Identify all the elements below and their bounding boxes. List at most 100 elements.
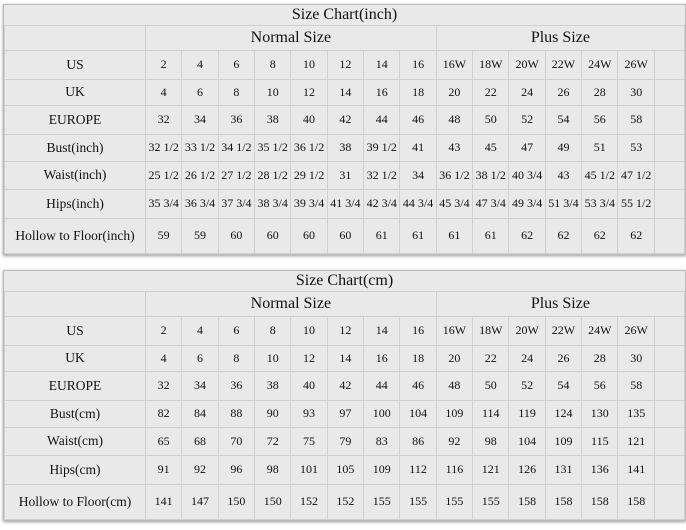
size-cell: 45: [472, 133, 510, 162]
size-cell: 12: [326, 315, 365, 346]
size-cell: 155: [399, 483, 437, 520]
size-cell: 109: [435, 399, 474, 428]
size-cell: 26W: [617, 49, 655, 80]
size-cell: 158: [508, 483, 546, 520]
size-cell: 6: [181, 78, 219, 106]
size-cell: 61: [472, 217, 510, 254]
size-cell: 155: [435, 483, 474, 520]
size-cell: 8: [217, 78, 256, 106]
size-cell: 24: [508, 344, 546, 372]
size-cell: 155: [363, 483, 401, 520]
size-cell: 44 3/4: [399, 188, 437, 219]
size-cell: 46: [399, 370, 437, 401]
size-cell: 150: [217, 483, 256, 520]
size-cell: 10: [290, 49, 328, 80]
size-cell: 50: [472, 104, 510, 135]
table-row: Waist(inch) 25 1/2 26 1/2 27 1/2 28 1/2 29 1/…: [4, 160, 686, 190]
size-cell: 52: [508, 370, 546, 401]
size-cell: 30: [617, 344, 655, 372]
blank-cell: [4, 24, 146, 51]
row-label: US: [4, 315, 146, 346]
row-label: Hips(cm): [4, 454, 146, 485]
size-cell: 29 1/2: [290, 160, 328, 190]
size-cell: 62: [544, 217, 583, 254]
size-cell: 41 3/4: [326, 188, 365, 219]
size-cell: 35 3/4: [144, 188, 183, 219]
blank-cell: [653, 78, 686, 106]
table-row: US 2 4 6 8 10 12 14 16 16W 18W 20W 22W 24W 26W: [4, 315, 686, 346]
size-cell: 61: [435, 217, 474, 254]
row-label: Waist(cm): [4, 426, 146, 456]
table-row: Hollow to Floor(cm) 141 147 150 150 152 152 155…: [4, 483, 686, 520]
size-cell: 136: [581, 454, 619, 485]
size-cell: 40: [290, 104, 328, 135]
size-cell: 6: [217, 49, 256, 80]
size-cell: 42: [326, 370, 365, 401]
size-cell: 34 1/2: [217, 133, 256, 162]
size-cell: 42 3/4: [363, 188, 401, 219]
blank-cell: [653, 217, 686, 254]
size-cell: 101: [290, 454, 328, 485]
size-cell: 88: [217, 399, 256, 428]
size-cell: 60: [326, 217, 365, 254]
size-cell: 14: [363, 315, 401, 346]
size-cell: 58: [617, 370, 655, 401]
size-cell: 62: [617, 217, 655, 254]
size-cell: 10: [254, 344, 292, 372]
size-cell: 47 3/4: [472, 188, 510, 219]
size-cell: 20: [435, 344, 474, 372]
size-cell: 68: [181, 426, 219, 456]
size-cell: 121: [472, 454, 510, 485]
size-cell: 147: [181, 483, 219, 520]
size-cell: 37 3/4: [217, 188, 256, 219]
size-cell: 22W: [544, 49, 583, 80]
size-cell: 61: [399, 217, 437, 254]
size-cell: 104: [508, 426, 546, 456]
size-cell: 62: [581, 217, 619, 254]
blank-cell: [653, 370, 686, 401]
size-cell: 38 3/4: [254, 188, 292, 219]
size-cell: 6: [181, 344, 219, 372]
size-cell: 12: [290, 78, 328, 106]
table-row: Hollow to Floor(inch) 59 59 60 60 60 60 61 61 61 6…: [4, 217, 686, 254]
size-cell: 45 3/4: [435, 188, 474, 219]
size-cell: 32 1/2: [144, 133, 183, 162]
size-cell: 56: [581, 104, 619, 135]
size-cell: 22W: [544, 315, 583, 346]
size-cell: 16: [399, 315, 437, 346]
size-cell: 59: [144, 217, 183, 254]
size-cell: 96: [217, 454, 256, 485]
row-label: UK: [4, 78, 146, 106]
size-cell: 92: [435, 426, 474, 456]
size-cell: 105: [326, 454, 365, 485]
size-cell: 10: [290, 315, 328, 346]
size-cell: 25 1/2: [144, 160, 183, 190]
size-cell: 50: [472, 370, 510, 401]
size-cell: 79: [326, 426, 365, 456]
size-cell: 8: [217, 344, 256, 372]
size-cell: 18: [399, 78, 437, 106]
size-cell: 32: [144, 104, 183, 135]
size-cell: 124: [544, 399, 583, 428]
size-cell: 18W: [472, 315, 510, 346]
size-cell: 10: [254, 78, 292, 106]
size-cell: 45 1/2: [581, 160, 619, 190]
size-cell: 44: [363, 370, 401, 401]
blank-cell: [653, 49, 686, 80]
size-cell: 158: [544, 483, 583, 520]
size-cell: 33 1/2: [181, 133, 219, 162]
size-cell: 109: [544, 426, 583, 456]
size-table: Size Chart(inch) Normal Size Plus Size US 2 4…: [4, 5, 686, 254]
size-cell: 104: [399, 399, 437, 428]
normal-size-header: Normal Size: [145, 290, 437, 317]
size-cell: 100: [363, 399, 401, 428]
size-table: Size Chart(cm) Normal Size Plus Size US 2 4 6 8…: [4, 271, 686, 520]
size-cell: 42: [326, 104, 365, 135]
size-cell: 53 3/4: [581, 188, 619, 219]
size-cell: 34: [399, 160, 437, 190]
size-cell: 119: [508, 399, 546, 428]
size-cell: 152: [326, 483, 365, 520]
size-cell: 32 1/2: [363, 160, 401, 190]
size-cell: 24: [508, 78, 546, 106]
size-cell: 86: [399, 426, 437, 456]
